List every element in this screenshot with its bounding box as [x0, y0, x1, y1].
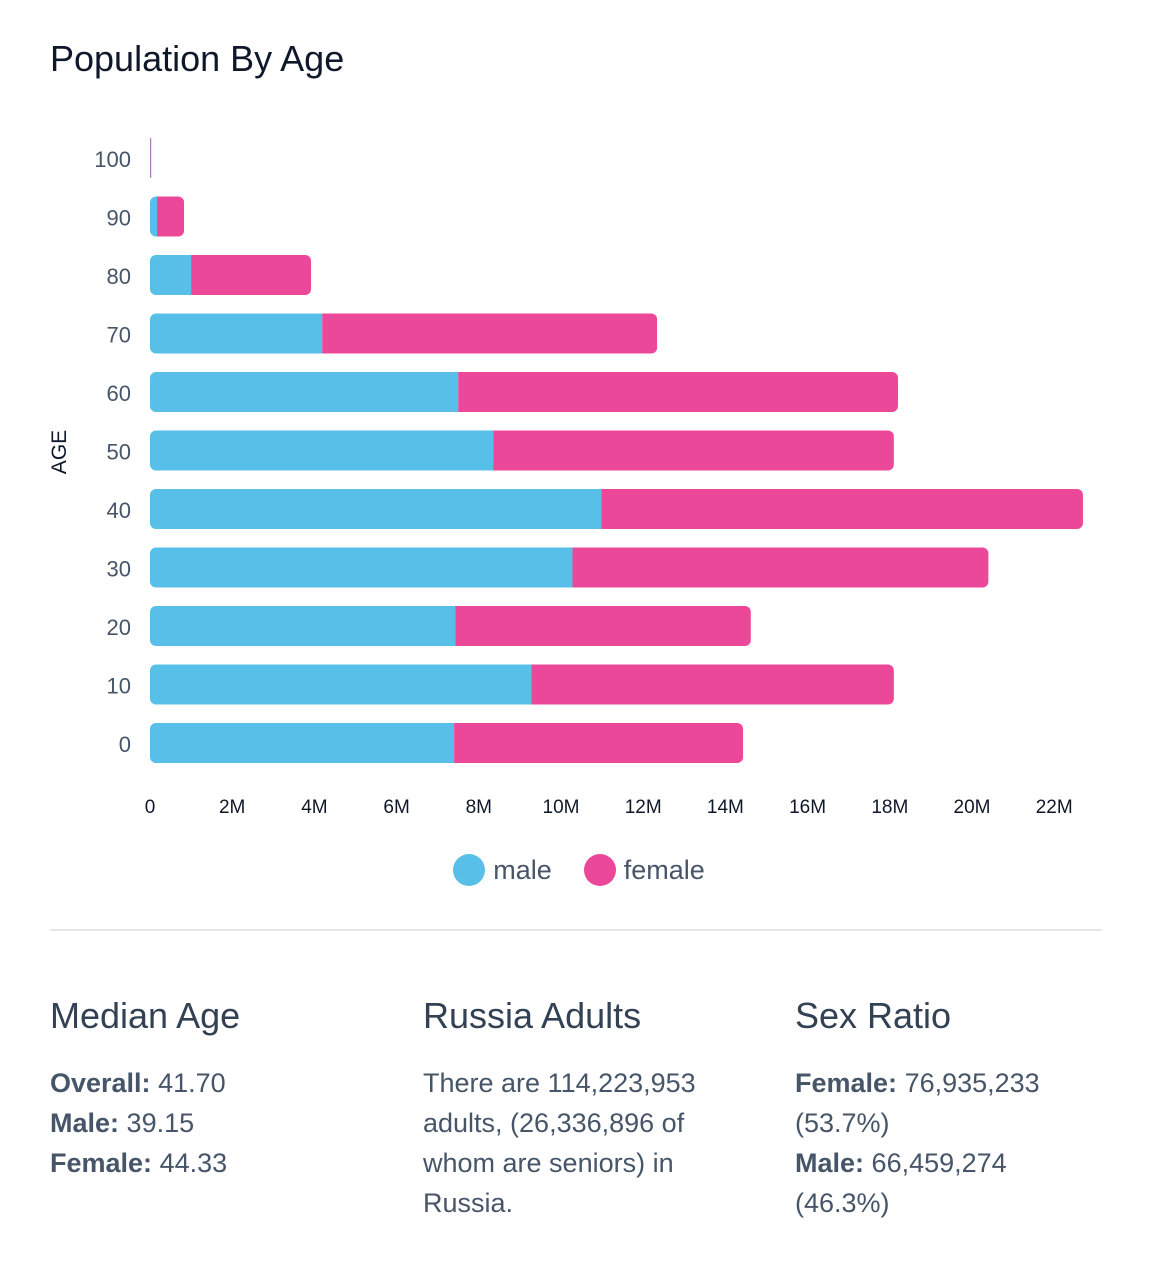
- bar-male-20: [150, 606, 456, 646]
- bar-male-90: [150, 196, 157, 237]
- bar-female-30: [572, 547, 989, 588]
- legend-item-female[interactable]: female: [583, 854, 705, 886]
- y-tick-label: 20: [107, 615, 131, 640]
- bar-female-20: [455, 606, 751, 646]
- y-tick-label: 90: [107, 206, 131, 231]
- bar-male-100: [150, 138, 151, 178]
- bar-male-30: [150, 547, 573, 588]
- x-tick-label: 20M: [954, 797, 991, 818]
- bar-male-80: [150, 255, 192, 295]
- x-tick-label: 18M: [871, 797, 908, 818]
- x-tick-label: 0: [145, 797, 156, 818]
- x-tick-label: 22M: [1036, 797, 1073, 818]
- sex-male: Male: 66,459,274 (46.3%): [795, 1148, 1007, 1218]
- x-tick-label: 2M: [219, 797, 245, 818]
- x-tick-label: 12M: [625, 797, 662, 818]
- x-tick-label: 14M: [707, 797, 744, 818]
- sex-ratio-section: Sex Ratio Female: 76,935,233 (53.7%) Mal…: [795, 995, 1075, 1223]
- legend-item-male[interactable]: male: [453, 854, 552, 886]
- female-swatch-icon: [583, 854, 616, 886]
- y-tick-label: 40: [107, 498, 131, 523]
- legend: male female: [0, 854, 1158, 886]
- adults-section: Russia Adults There are 114,223,953 adul…: [423, 995, 733, 1223]
- median-overall: Overall: 41.70: [50, 1068, 226, 1098]
- bar-male-0: [150, 723, 455, 763]
- median-female: Female: 44.33: [50, 1148, 228, 1178]
- y-tick-label: 70: [107, 323, 131, 348]
- bar-male-10: [150, 664, 532, 705]
- y-tick-label: 60: [107, 381, 131, 406]
- bar-male-50: [150, 430, 494, 471]
- bar-female-50: [493, 430, 894, 471]
- bar-female-90: [156, 196, 185, 237]
- sex-ratio-title: Sex Ratio: [795, 995, 952, 1036]
- y-tick-label: 30: [107, 557, 131, 582]
- bar-female-70: [322, 313, 658, 354]
- x-tick-label: 10M: [543, 797, 580, 818]
- bar-female-80: [191, 255, 312, 295]
- y-tick-label: 100: [94, 147, 131, 172]
- x-tick-label: 16M: [789, 797, 826, 818]
- x-tick-label: 4M: [301, 797, 327, 818]
- divider: [50, 929, 1102, 931]
- adults-text: There are 114,223,953 adults, (26,336,89…: [423, 1068, 696, 1218]
- y-tick-label: 10: [107, 674, 131, 699]
- chart-title: Population By Age: [50, 38, 345, 79]
- median-age-title: Median Age: [50, 995, 241, 1036]
- legend-label: male: [493, 854, 552, 885]
- y-tick-label: 50: [107, 440, 131, 465]
- bar-male-40: [150, 489, 602, 529]
- x-tick-label: 6M: [383, 797, 409, 818]
- adults-title: Russia Adults: [423, 995, 642, 1036]
- bar-male-70: [150, 313, 323, 354]
- bar-female-0: [454, 723, 744, 763]
- legend-label: female: [623, 854, 705, 885]
- bar-male-60: [150, 372, 459, 412]
- y-tick-label: 0: [119, 732, 131, 757]
- y-tick-label: 80: [107, 264, 131, 289]
- x-tick-label: 8M: [466, 797, 492, 818]
- bar-female-60: [458, 372, 899, 412]
- median-age-section: Median Age Overall: 41.70 Male: 39.15 Fe…: [50, 995, 370, 1183]
- bar-female-10: [531, 664, 894, 705]
- bar-female-100: [150, 138, 152, 178]
- y-axis-label: AGE: [48, 430, 71, 474]
- sex-female: Female: 76,935,233 (53.7%): [795, 1068, 1040, 1138]
- bar-female-40: [601, 489, 1083, 529]
- male-swatch-icon: [453, 854, 486, 886]
- median-male: Male: 39.15: [50, 1108, 195, 1138]
